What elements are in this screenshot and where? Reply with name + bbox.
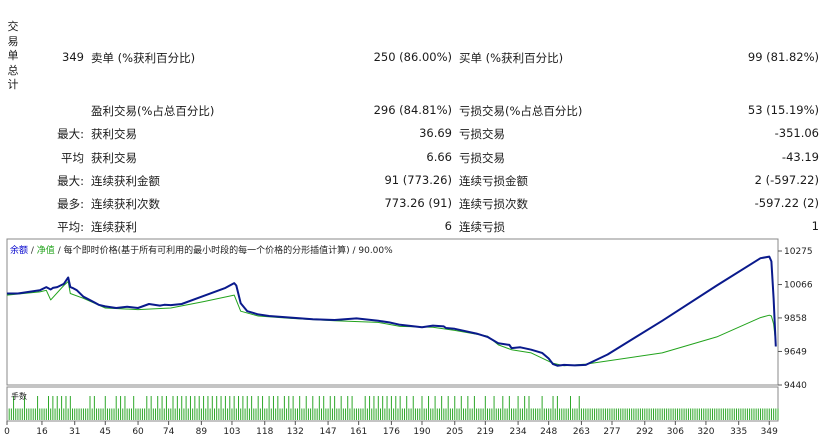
stat-right-label: 连续亏损金额 [459,174,528,188]
y-tick-label: 9440 [784,381,807,391]
y-tick-label: 10066 [784,281,813,291]
stat-right-value: 1 [811,219,819,233]
long-trades-value: 99 (81.82%) [747,50,819,64]
stat-left-value: 296 (84.81%) [373,103,452,117]
stat-left-label: 连续获利金额 [91,174,160,188]
y-tick-label: 9649 [784,347,807,357]
main-plot-frame [6,238,779,386]
stat-left-value: 6 [444,219,452,233]
x-tick-label: 306 [667,427,684,437]
stat-left-label: 盈利交易(%占总百分比) [91,104,215,118]
stat-right-label: 连续亏损 [459,220,505,234]
x-tick-label: 234 [509,427,526,437]
x-tick-label: 248 [540,427,557,437]
x-tick-label: 118 [256,427,273,437]
legend-balance: 余额 [10,244,28,256]
short-trades-value: 250 (86.00%) [373,50,452,64]
stat-right-label: 亏损交易 [459,127,505,141]
x-tick-label: 74 [163,427,175,437]
x-tick-label: 320 [697,427,714,437]
balance-line [7,255,777,367]
y-tick-label: 10275 [784,247,813,257]
long-trades-label: 买单 (%获利百分比) [459,51,564,65]
stat-left-label: 获利交易 [91,127,137,141]
stat-right-value: 53 (15.19%) [747,103,819,117]
x-tick-label: 31 [69,427,80,437]
x-tick-label: 147 [319,427,336,437]
x-tick-label: 190 [413,427,430,437]
stat-prefix: 平均: [57,220,84,234]
stat-prefix: 最多: [57,197,84,211]
svg-text:余额 / 净值 /: 余额 / 净值 / 每个即时价格(基于所有可利用的最小时段的每一个价格的分形插值… [10,244,393,256]
stat-prefix: 最大: [57,127,84,141]
stat-left-value: 36.69 [419,126,452,140]
x-tick-label: 205 [446,427,463,437]
stat-left-value: 91 (773.26) [384,173,452,187]
x-tick-label: 60 [132,427,144,437]
stat-left-value: 6.66 [426,150,452,164]
x-tick-label: 349 [761,427,778,437]
stat-prefix: 最大: [57,174,84,188]
x-tick-label: 263 [573,427,590,437]
stat-right-value: -351.06 [774,126,819,140]
stat-prefix: 平均 [61,151,84,165]
volume-label: 手数 [11,391,27,401]
stat-right-label: 连续亏损次数 [459,197,528,211]
x-tick-label: 335 [730,427,747,437]
stat-left-value: 773.26 (91) [384,196,452,210]
x-tick-label: 16 [36,427,48,437]
x-tick-label: 161 [350,427,367,437]
x-tick-label: 0 [4,427,10,437]
side-label: 交易单总计 [7,20,19,91]
total-trades: 349 [62,50,84,64]
stat-left-label: 连续获利次数 [91,197,160,211]
short-trades-label: 卖单 (%获利百分比) [91,51,196,65]
stat-left-label: 获利交易 [91,151,137,165]
x-tick-label: 277 [603,427,620,437]
legend-equity: 净值 [37,244,55,256]
y-tick-label: 9858 [784,314,807,324]
stat-right-label: 亏损交易 [459,151,505,165]
x-tick-label: 219 [477,427,494,437]
balance-chart: 10275 10066 9858 9649 9440 0 16 31 45 60 74 89 103 1… [4,238,813,437]
stat-right-value: -43.19 [781,150,819,164]
x-tick-label: 292 [636,427,653,437]
stat-right-value: 2 (-597.22) [754,173,819,187]
x-tick-label: 176 [383,427,400,437]
legend-note: 每个即时价格(基于所有可利用的最小时段的每一个价格的分形插值计算) / 90.0… [64,244,394,256]
x-tick-label: 89 [196,427,208,437]
legend-separator: / [58,246,64,256]
stat-right-value: -597.22 (2) [754,196,819,210]
stat-right-label: 亏损交易(%占总百分比) [459,104,583,118]
x-tick-label: 132 [287,427,304,437]
legend-separator: / [31,246,37,256]
x-tick-label: 45 [100,427,111,437]
equity-line [6,281,777,367]
x-tick-label: 103 [223,427,240,437]
stat-left-label: 连续获利 [91,220,137,234]
